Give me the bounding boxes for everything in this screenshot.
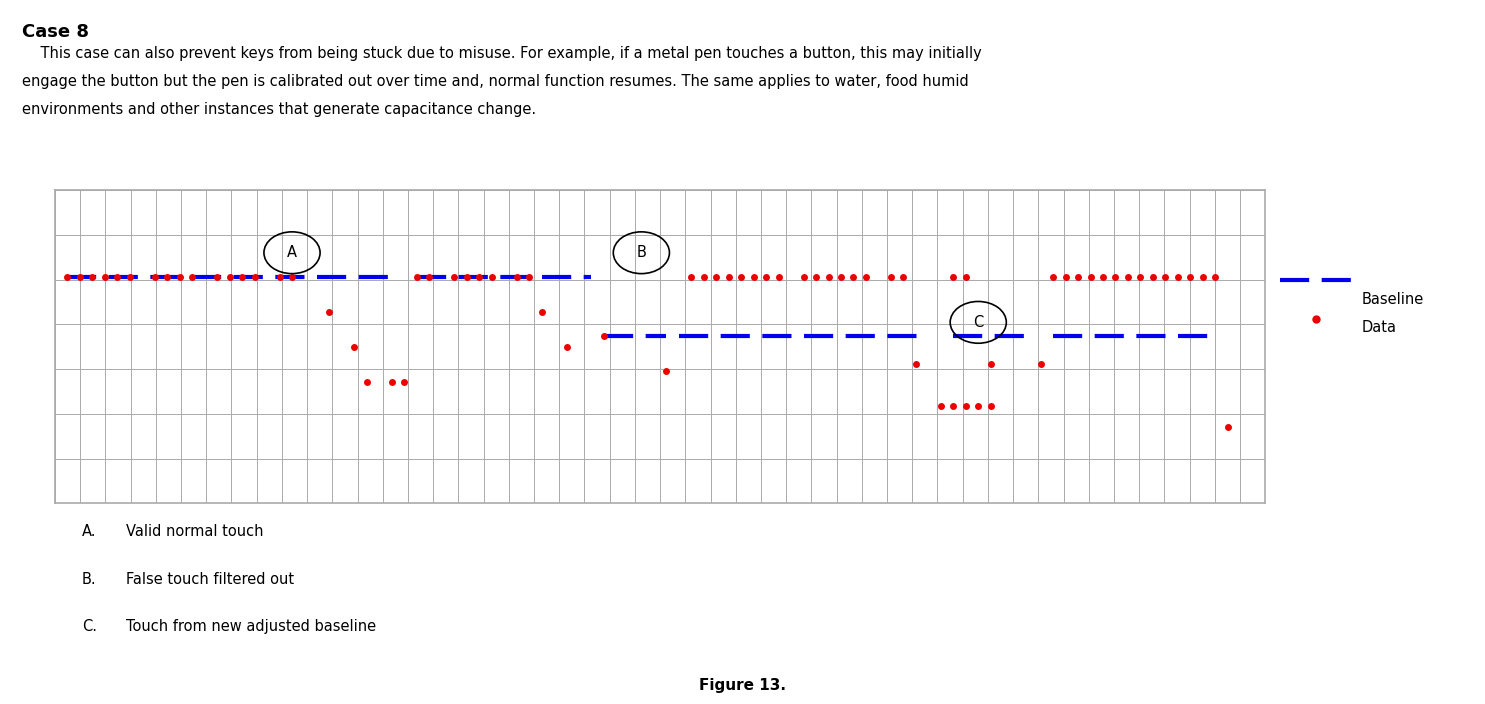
Text: Figure 13.: Figure 13.: [699, 679, 786, 693]
Text: A.: A.: [82, 524, 97, 539]
Text: B.: B.: [82, 572, 97, 586]
Text: Valid normal touch: Valid normal touch: [126, 524, 264, 539]
Text: engage the button but the pen is calibrated out over time and, normal function r: engage the button but the pen is calibra…: [22, 74, 970, 89]
Text: C: C: [973, 315, 983, 330]
Text: Case 8: Case 8: [22, 23, 89, 41]
Text: Touch from new adjusted baseline: Touch from new adjusted baseline: [126, 619, 376, 634]
Text: Data: Data: [1362, 320, 1397, 335]
Text: B: B: [637, 245, 646, 260]
Text: A: A: [287, 245, 297, 260]
Text: Baseline: Baseline: [1362, 291, 1424, 307]
Text: environments and other instances that generate capacitance change.: environments and other instances that ge…: [22, 102, 536, 117]
Text: False touch filtered out: False touch filtered out: [126, 572, 294, 586]
Text: This case can also prevent keys from being stuck due to misuse. For example, if : This case can also prevent keys from bei…: [22, 46, 982, 61]
Text: C.: C.: [82, 619, 97, 634]
